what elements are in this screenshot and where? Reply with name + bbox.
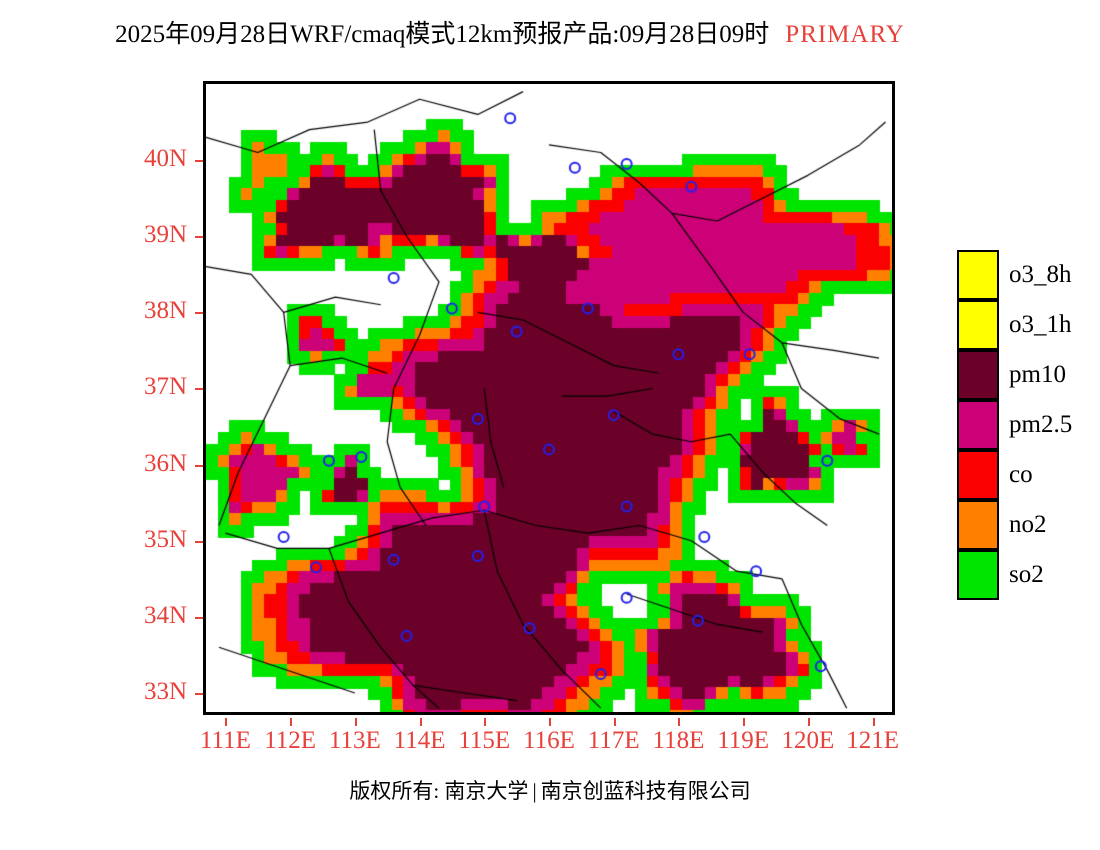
legend-swatch-o3_8h <box>957 250 999 300</box>
legend-label: o3_8h <box>1009 261 1072 288</box>
y-axis-label: 36N <box>143 449 187 477</box>
y-axis-tick <box>195 540 203 543</box>
y-axis-tick <box>195 388 203 391</box>
x-axis-label: 114E <box>393 727 446 754</box>
y-axis-label: 38N <box>143 297 187 325</box>
y-axis-tick <box>195 464 203 467</box>
y-axis-tick <box>195 236 203 239</box>
y-axis-label: 33N <box>143 677 187 705</box>
x-axis-label: 121E <box>846 727 899 754</box>
y-axis-label: 37N <box>143 373 187 401</box>
map-plot-area[interactable] <box>203 81 895 715</box>
y-axis-label: 35N <box>143 525 187 553</box>
x-axis-label: 119E <box>717 727 770 754</box>
x-axis-tick <box>225 718 228 726</box>
y-axis-tick <box>195 692 203 695</box>
chart-title: 2025年09月28日WRF/cmaq模式12km预报产品:09月28日09时 P… <box>0 20 1020 50</box>
footer-left-text: 版权所有: 南京大学 <box>349 779 529 803</box>
title-primary-flag: PRIMARY <box>785 21 905 48</box>
x-axis-label: 116E <box>523 727 575 754</box>
legend-label: so2 <box>1009 561 1044 588</box>
x-axis-label: 112E <box>264 727 317 754</box>
x-axis-label: 117E <box>587 727 640 754</box>
copyright-footer: 版权所有: 南京大学 | 南京创蓝科技有限公司 <box>0 778 1100 804</box>
x-axis-tick <box>872 718 875 726</box>
x-axis-tick <box>807 718 810 726</box>
x-axis-tick <box>613 718 616 726</box>
legend-label: pm10 <box>1009 361 1066 388</box>
x-axis-tick <box>484 718 487 726</box>
y-axis-tick <box>195 312 203 315</box>
y-axis-label: 39N <box>143 221 187 249</box>
y-axis-label: 34N <box>143 601 187 629</box>
x-axis-tick <box>743 718 746 726</box>
y-axis-label: 40N <box>143 145 187 173</box>
legend-swatch-o3_1h <box>957 300 999 350</box>
legend-label: co <box>1009 461 1033 488</box>
footer-right-text: 南京创蓝科技有限公司 <box>540 779 751 803</box>
legend-label: pm2.5 <box>1009 411 1073 438</box>
x-axis-label: 118E <box>652 727 705 754</box>
legend-swatch-pm2-5 <box>957 400 999 450</box>
legend-label: no2 <box>1009 511 1047 538</box>
x-axis-tick <box>354 718 357 726</box>
x-axis-tick <box>549 718 551 726</box>
footer-separator: | <box>532 779 537 803</box>
legend-swatch-pm10 <box>957 350 999 400</box>
pollution-heatmap-canvas[interactable] <box>206 84 892 712</box>
legend-swatch-co <box>957 450 999 500</box>
x-axis-label: 113E <box>328 727 381 754</box>
x-axis-tick <box>678 718 681 726</box>
title-main-text: 2025年09月28日WRF/cmaq模式12km预报产品:09月28日09时 <box>115 21 770 48</box>
x-axis-label: 120E <box>781 727 835 754</box>
x-axis-tick <box>419 718 422 726</box>
legend-swatch-so2 <box>957 550 999 600</box>
y-axis-tick <box>195 616 203 619</box>
x-axis-tick <box>290 718 293 726</box>
x-axis-label: 115E <box>458 727 511 754</box>
legend-label: o3_1h <box>1009 311 1072 338</box>
y-axis-tick <box>195 160 203 163</box>
legend-swatch-no2 <box>957 500 999 550</box>
x-axis-label: 111E <box>199 727 251 754</box>
